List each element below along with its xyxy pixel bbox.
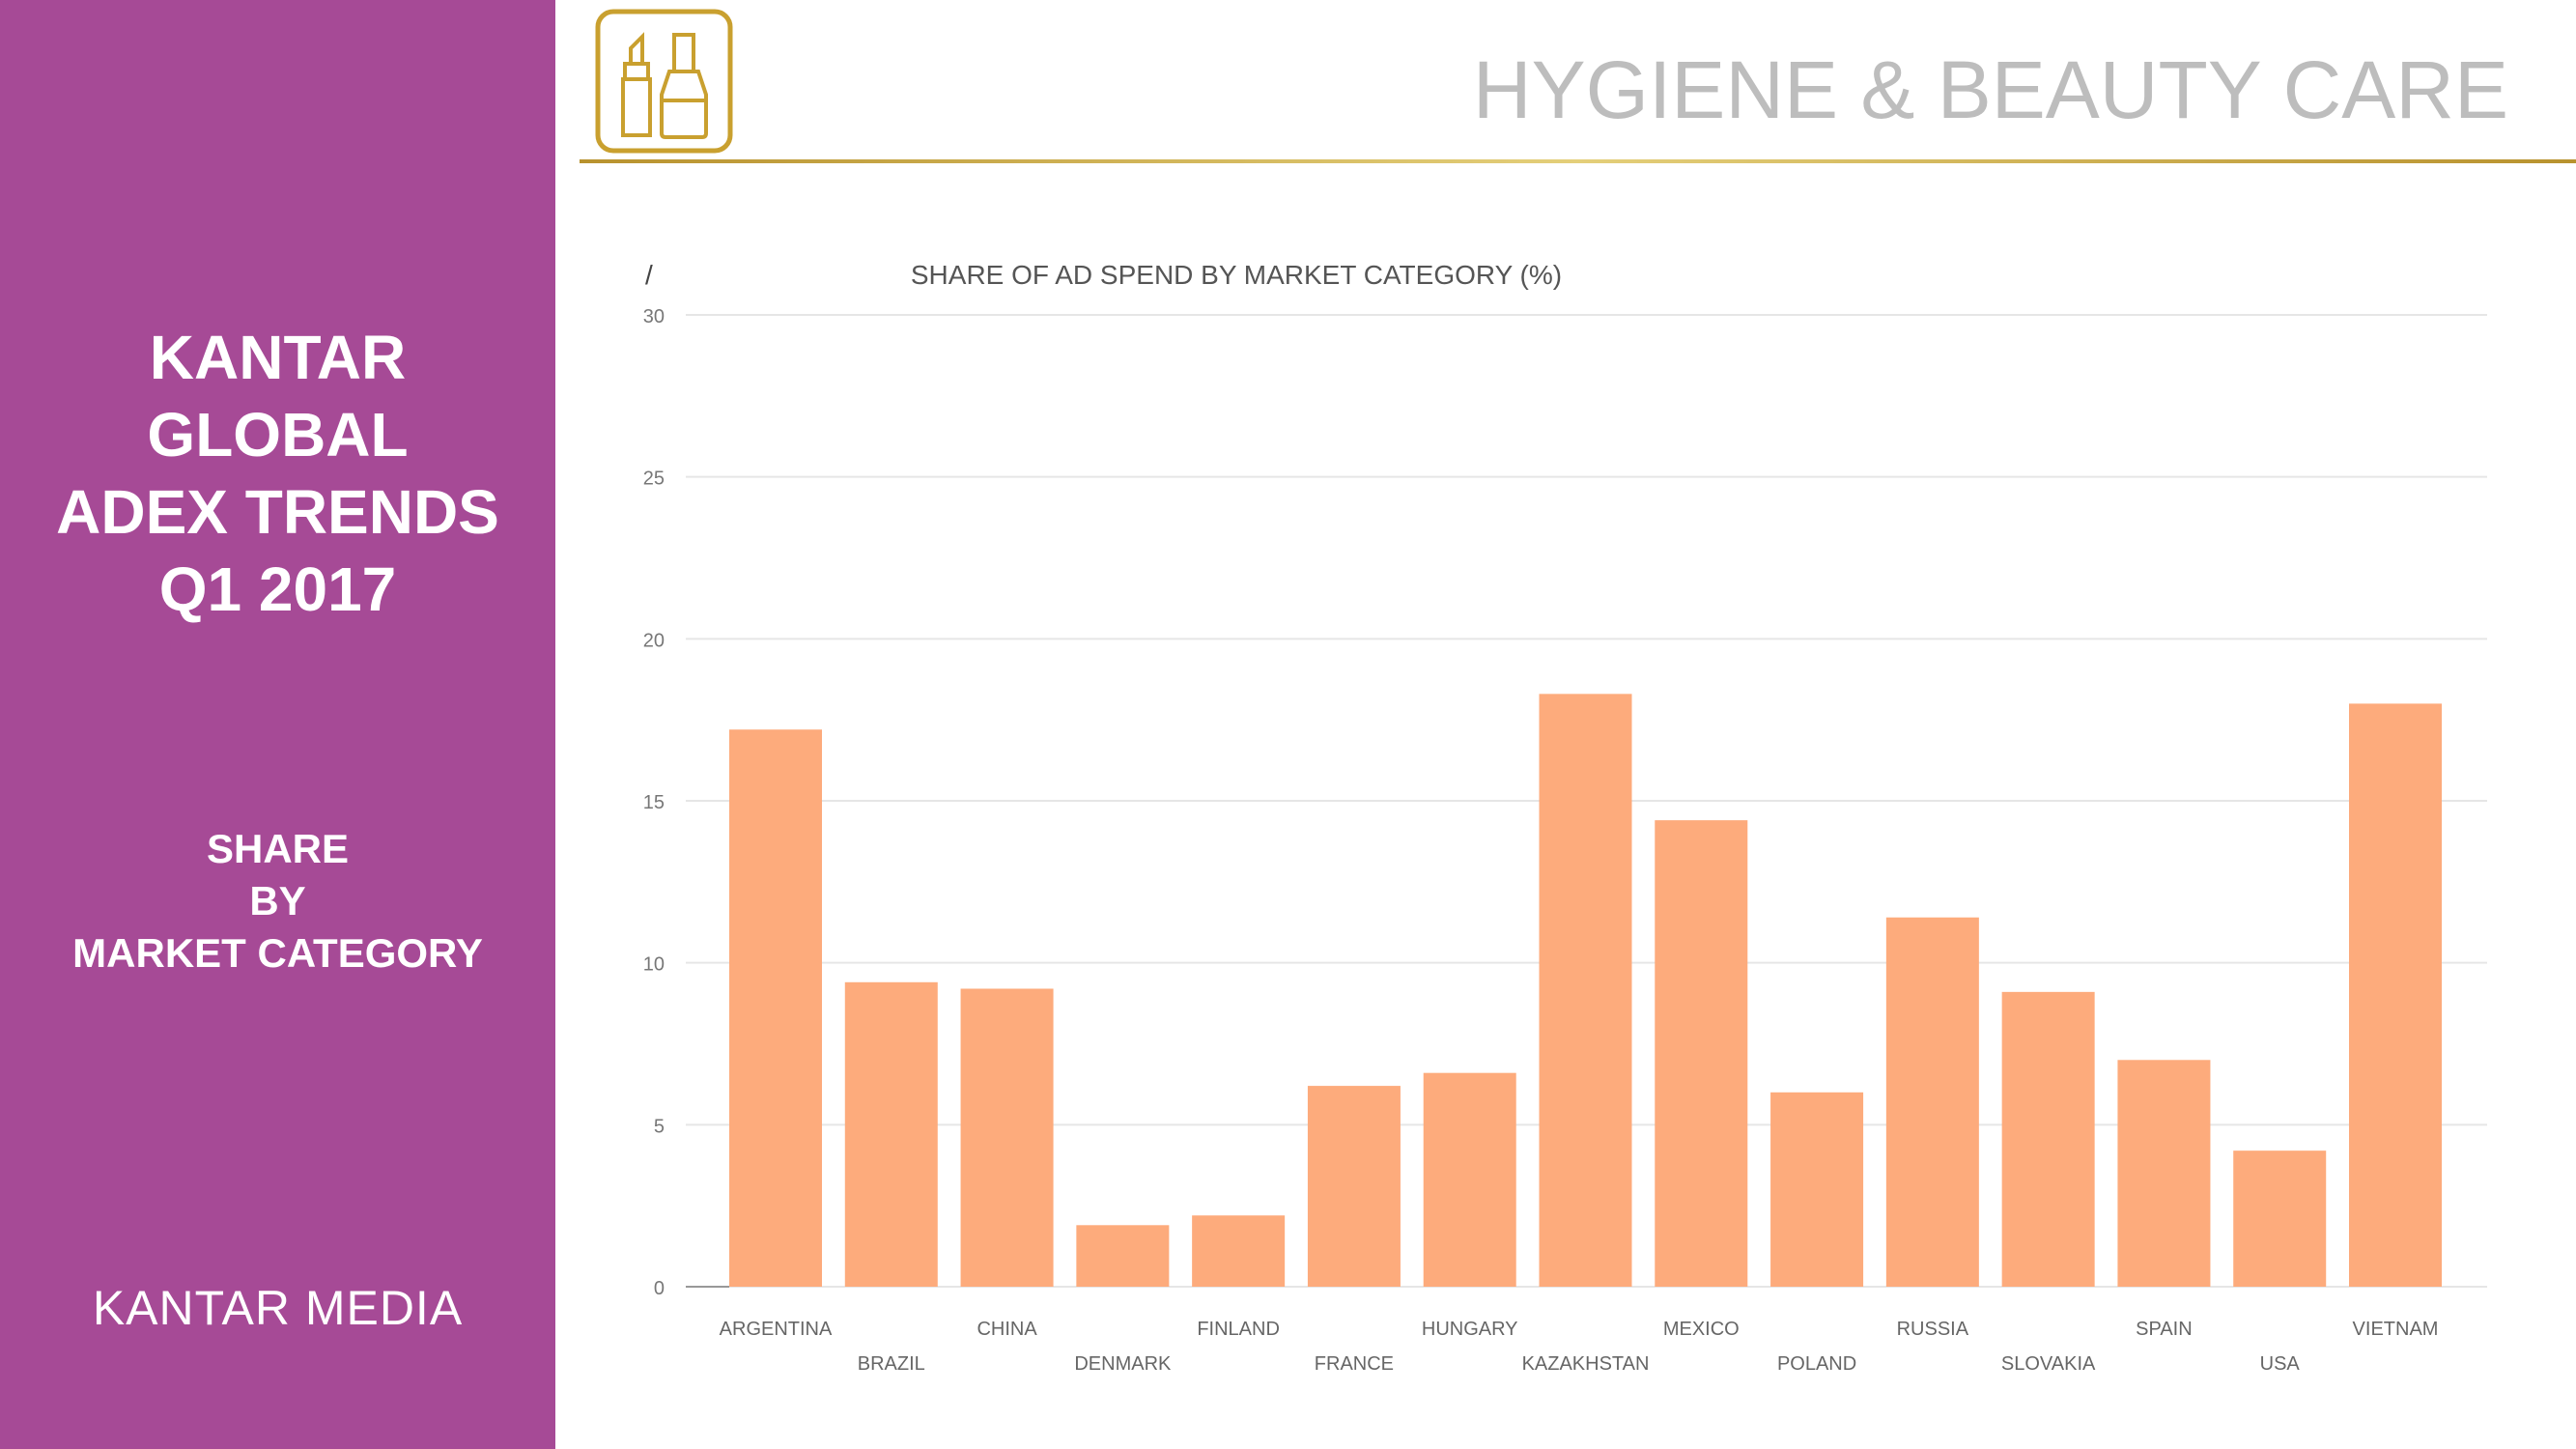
sidebar: KANTAR GLOBAL ADEX TRENDS Q1 2017 SHARE … <box>0 0 555 1449</box>
bar-hungary <box>1423 1072 1516 1287</box>
y-tick-label: 5 <box>654 1116 665 1137</box>
report-subtitle-line: BY <box>249 878 306 923</box>
x-tick-label: FINLAND <box>1197 1319 1280 1340</box>
y-tick-label: 25 <box>643 469 665 490</box>
report-subtitle-line: MARKET CATEGORY <box>72 930 483 976</box>
x-tick-label: HUNGARY <box>1422 1319 1518 1340</box>
title-divider <box>580 159 2576 163</box>
x-tick-label: VIETNAM <box>2353 1319 2439 1340</box>
lipstick-nail-polish-icon <box>595 9 733 154</box>
bar-finland <box>1192 1215 1286 1287</box>
report-subtitle: SHARE BY MARKET CATEGORY <box>0 823 555 980</box>
bar-denmark <box>1076 1225 1170 1287</box>
bar-argentina <box>729 729 822 1287</box>
x-tick-label: KAZAKHSTAN <box>1522 1353 1650 1375</box>
report-subtitle-line: SHARE <box>206 826 350 871</box>
bar-france <box>1307 1086 1401 1287</box>
bar-poland <box>1770 1092 1864 1287</box>
x-tick-label: SPAIN <box>2136 1319 2193 1340</box>
bar-spain <box>2117 1060 2211 1287</box>
chart-x-ticks: ARGENTINA BRAZIL CHINA DENMARK FINLAND FRANCE… <box>720 1319 2439 1375</box>
bar-brazil <box>844 981 938 1287</box>
kantar-media-logo: KANTAR MEDIA <box>92 1281 464 1335</box>
y-tick-label: 10 <box>643 954 665 976</box>
bar-mexico <box>1655 820 1748 1287</box>
report-title-line: Q1 2017 <box>158 554 397 624</box>
bar-china <box>960 988 1054 1287</box>
bar-usa <box>2233 1151 2327 1287</box>
x-tick-label: RUSSIA <box>1897 1319 1969 1340</box>
report-title: KANTAR GLOBAL ADEX TRENDS Q1 2017 <box>0 319 555 628</box>
chart-y-ticks: 0 5 10 15 20 25 30 <box>643 306 665 1299</box>
x-tick-label: CHINA <box>977 1319 1037 1340</box>
y-tick-label: 0 <box>654 1278 665 1299</box>
bar-russia <box>1885 917 1979 1287</box>
report-title-line: KANTAR <box>149 323 407 392</box>
y-tick-label: 20 <box>643 630 665 651</box>
bar-kazakhstan <box>1539 694 1632 1287</box>
page-title: HYGIENE & BEAUTY CARE <box>1472 44 2508 135</box>
chart-corner-mark: / <box>645 260 653 290</box>
x-tick-label: MEXICO <box>1663 1319 1740 1340</box>
y-tick-label: 15 <box>643 792 665 813</box>
chart-title: SHARE OF AD SPEND BY MARKET CATEGORY (%) <box>911 260 1562 290</box>
report-title-line: GLOBAL <box>147 400 409 469</box>
x-tick-label: POLAND <box>1777 1353 1856 1375</box>
x-tick-label: DENMARK <box>1074 1353 1172 1375</box>
bar-slovakia <box>2001 991 2095 1287</box>
y-tick-label: 30 <box>643 306 665 327</box>
report-title-line: ADEX TRENDS <box>56 477 499 547</box>
bar-vietnam <box>2349 703 2442 1287</box>
x-tick-label: BRAZIL <box>858 1353 925 1375</box>
x-tick-label: USA <box>2260 1353 2301 1375</box>
bar-chart: / SHARE OF AD SPEND BY MARKET CATEGORY (… <box>643 260 2487 1375</box>
x-tick-label: ARGENTINA <box>720 1319 833 1340</box>
chart-bars <box>729 694 2442 1287</box>
x-tick-label: FRANCE <box>1315 1353 1394 1375</box>
x-tick-label: SLOVAKIA <box>2001 1353 2096 1375</box>
